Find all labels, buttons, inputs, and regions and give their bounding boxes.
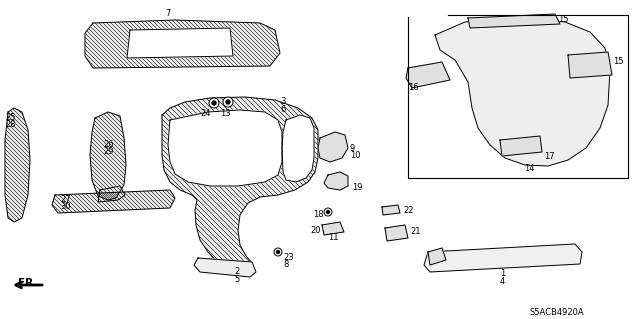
- Text: 19: 19: [352, 183, 362, 192]
- Text: FR.: FR.: [18, 278, 37, 288]
- Polygon shape: [318, 132, 348, 162]
- Text: 18: 18: [313, 210, 324, 219]
- Circle shape: [276, 250, 280, 254]
- Polygon shape: [428, 248, 446, 265]
- Polygon shape: [85, 20, 280, 68]
- Text: 28: 28: [5, 120, 15, 129]
- Polygon shape: [282, 115, 314, 182]
- Polygon shape: [435, 18, 610, 166]
- Text: 27: 27: [60, 195, 70, 204]
- Polygon shape: [168, 110, 282, 186]
- Text: 5: 5: [234, 275, 239, 284]
- Text: 15: 15: [613, 57, 623, 66]
- Polygon shape: [194, 258, 256, 277]
- Text: 7: 7: [165, 9, 170, 18]
- Polygon shape: [568, 52, 612, 78]
- Text: 3: 3: [280, 97, 285, 106]
- Text: 14: 14: [524, 164, 534, 173]
- Text: 10: 10: [350, 151, 360, 160]
- Polygon shape: [385, 225, 408, 241]
- Text: 17: 17: [544, 152, 555, 161]
- Text: 9: 9: [350, 144, 355, 153]
- Text: 22: 22: [403, 206, 413, 215]
- Circle shape: [226, 100, 230, 104]
- Text: 23: 23: [283, 253, 294, 262]
- Text: 29: 29: [103, 147, 113, 156]
- Text: 15: 15: [558, 15, 568, 24]
- Polygon shape: [52, 190, 175, 213]
- Polygon shape: [98, 186, 125, 202]
- Text: 13: 13: [220, 109, 230, 118]
- Polygon shape: [468, 14, 560, 28]
- Text: 2: 2: [234, 267, 239, 276]
- Circle shape: [326, 211, 330, 213]
- Polygon shape: [406, 62, 450, 88]
- Text: 4: 4: [500, 277, 505, 286]
- Circle shape: [223, 97, 233, 107]
- Polygon shape: [382, 205, 400, 215]
- Polygon shape: [162, 97, 318, 274]
- Text: 26: 26: [103, 140, 114, 149]
- Polygon shape: [324, 172, 348, 190]
- Text: 11: 11: [328, 233, 339, 242]
- Polygon shape: [127, 28, 233, 58]
- Polygon shape: [5, 108, 30, 222]
- Text: 24: 24: [200, 109, 211, 118]
- Polygon shape: [322, 222, 344, 235]
- Text: 20: 20: [310, 226, 321, 235]
- Circle shape: [324, 208, 332, 216]
- Text: 30: 30: [60, 202, 70, 211]
- Text: S5ACB4920A: S5ACB4920A: [530, 308, 584, 317]
- Text: 6: 6: [280, 105, 285, 114]
- Text: 16: 16: [408, 83, 419, 92]
- Text: 8: 8: [283, 260, 289, 269]
- Circle shape: [209, 98, 219, 108]
- Circle shape: [274, 248, 282, 256]
- Polygon shape: [500, 136, 542, 156]
- Polygon shape: [424, 244, 582, 272]
- Text: 25: 25: [5, 113, 15, 122]
- Circle shape: [212, 101, 216, 105]
- Polygon shape: [90, 112, 126, 200]
- Text: 1: 1: [500, 269, 505, 278]
- Text: 21: 21: [410, 227, 420, 236]
